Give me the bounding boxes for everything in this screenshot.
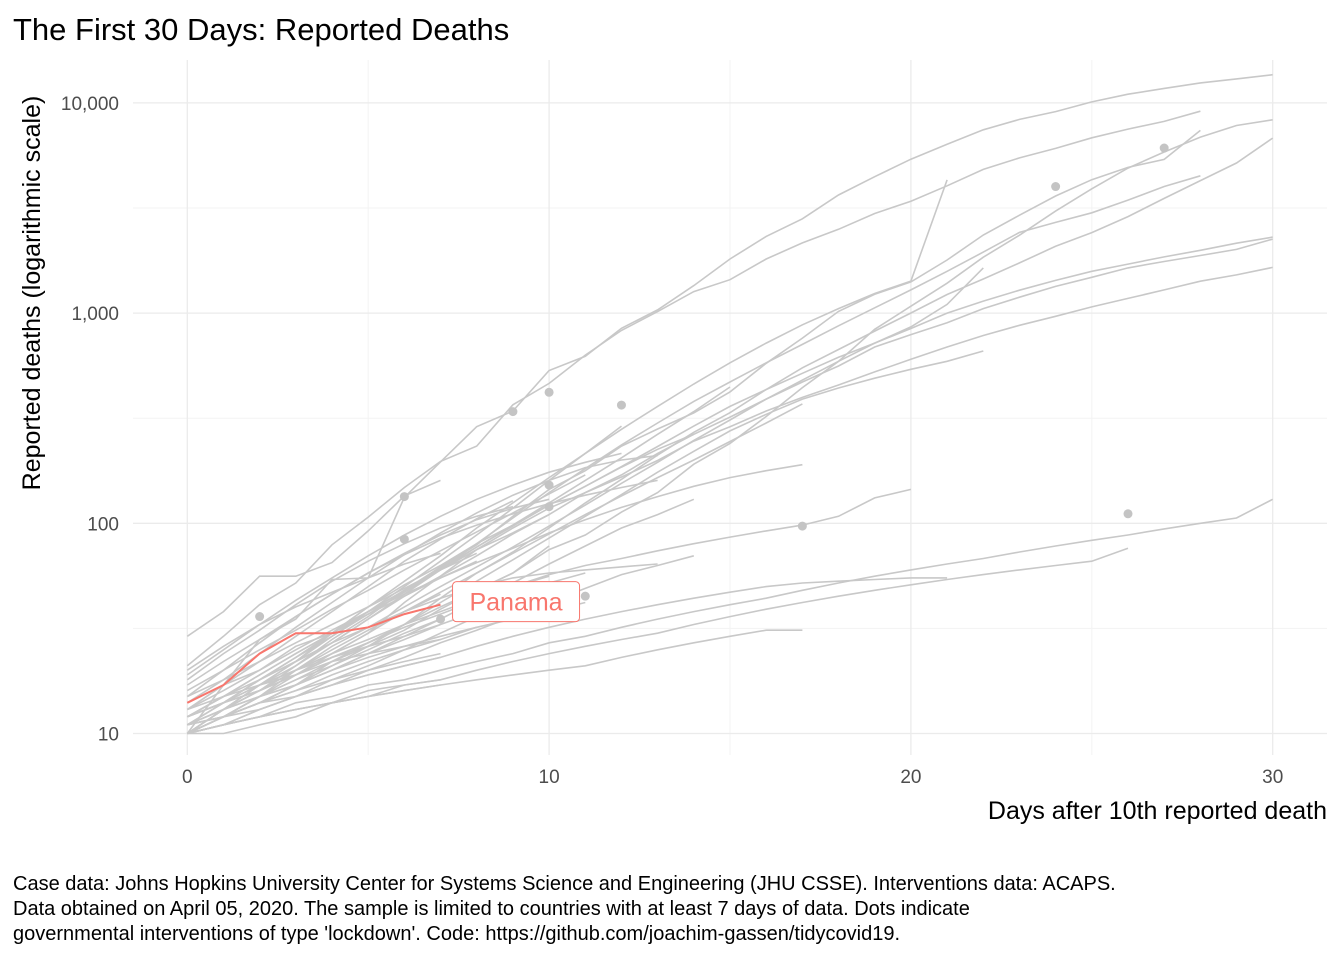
lockdown-dot [797,521,807,531]
lockdown-dot [580,591,590,601]
caption-line-1: Case data: Johns Hopkins University Cent… [13,873,1116,895]
series-line-48 [186,656,441,735]
lockdown-dot [399,534,409,544]
series-line-47 [186,479,441,637]
lockdown-dot [399,492,409,502]
series-line-45 [186,552,441,671]
lockdown-dot [616,400,626,410]
series-line-41 [187,684,441,735]
lockdown-dot [1159,143,1169,153]
x-tick-label: 30 [1262,767,1283,788]
lockdown-dot [436,614,446,624]
series-line-16 [187,488,912,718]
caption-line-3: governmental interventions of type 'lock… [13,923,900,945]
series-line-17 [186,463,803,711]
y-tick-label: 10,000 [61,94,119,115]
caption-line-2: Data obtained on April 05, 2020. The sam… [13,898,970,920]
y-tick-labels: 10 100 1,000 10,000 [61,94,119,746]
series-line-22 [187,555,695,735]
series-line-51 [186,175,1201,735]
series-line-12 [187,498,1274,735]
series-line-5 [186,129,1201,735]
series-line-10 [186,267,984,726]
lockdown-dot [544,387,554,397]
series-line-44 [187,638,441,718]
series-line-50 [187,679,441,735]
grid [133,60,1327,755]
series-line-46 [187,652,441,726]
lockdown-dot [508,407,518,417]
series-line-37 [186,505,514,681]
x-tick-label: 20 [900,767,921,788]
y-tick-label: 10 [98,724,119,745]
lockdown-dot [1051,182,1061,192]
x-tick-labels: 0 10 20 30 [182,767,1283,788]
lockdown-dots [255,143,1169,624]
lockdown-dot [544,480,554,490]
series-line-13 [187,547,1129,735]
series-line-1 [186,110,1201,667]
series-line-30 [186,474,586,692]
caption: Case data: Johns Hopkins University Cent… [13,873,1116,945]
series-line-18 [186,403,803,735]
series-line-11 [186,350,984,735]
y-tick-label: 100 [87,514,119,535]
panama-line [186,603,441,704]
series-line-49 [187,623,441,711]
lockdown-dot [255,612,265,622]
y-axis-title: Reported deaths (logarithmic scale) [18,96,46,491]
x-tick-label: 0 [182,767,193,788]
x-axis-title: Days after 10th reported death [988,797,1327,825]
y-tick-label: 1,000 [71,304,119,325]
x-tick-label: 10 [539,767,560,788]
chart-title: The First 30 Days: Reported Deaths [13,12,509,47]
series-line-24 [186,479,658,698]
series-line-36 [186,500,514,711]
panama-label: Panama [469,589,562,617]
series-line-31 [186,498,550,686]
lockdown-dot [1123,509,1133,519]
highlight-series: Panama [186,581,581,704]
lockdown-dot [544,502,554,512]
series-line-42 [186,618,441,726]
series-line-34 [186,513,550,726]
panama-label-box [452,581,581,623]
